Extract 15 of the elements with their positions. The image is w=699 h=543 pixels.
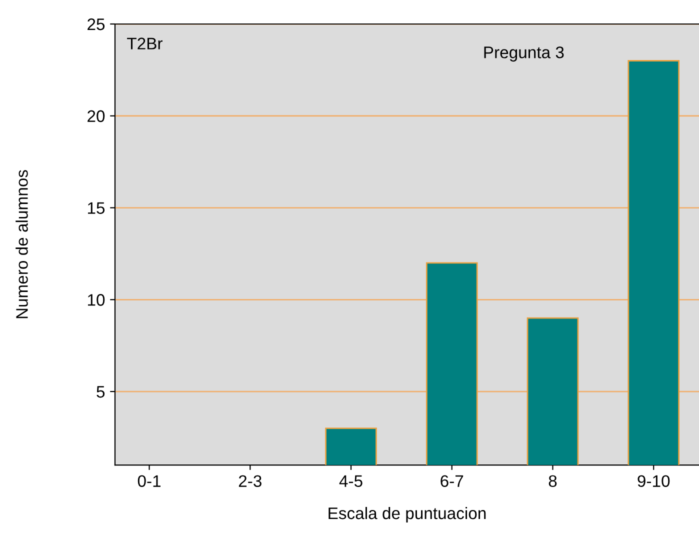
annotation: T2Br: [127, 38, 163, 50]
x-tick-label: 0-1: [138, 475, 161, 487]
x-axis-title: Escala de puntuacion: [328, 506, 486, 522]
x-tick-label: 6-7: [440, 475, 464, 487]
x-tick-label: 8: [548, 475, 557, 487]
x-tick-label: 4-5: [339, 475, 362, 487]
x-tick-label: 9-10: [638, 475, 670, 487]
y-tick-label: 10: [88, 294, 105, 306]
x-tick-label: 2-3: [238, 475, 262, 487]
y-axis-title: Numero de alumnos: [16, 170, 28, 318]
y-tick-label: 15: [88, 202, 105, 214]
y-tick-label: 25: [88, 18, 105, 30]
y-tick-label: 20: [88, 110, 105, 122]
annotation: Pregunta 3: [484, 46, 564, 62]
y-tick-label: 5: [96, 386, 105, 398]
